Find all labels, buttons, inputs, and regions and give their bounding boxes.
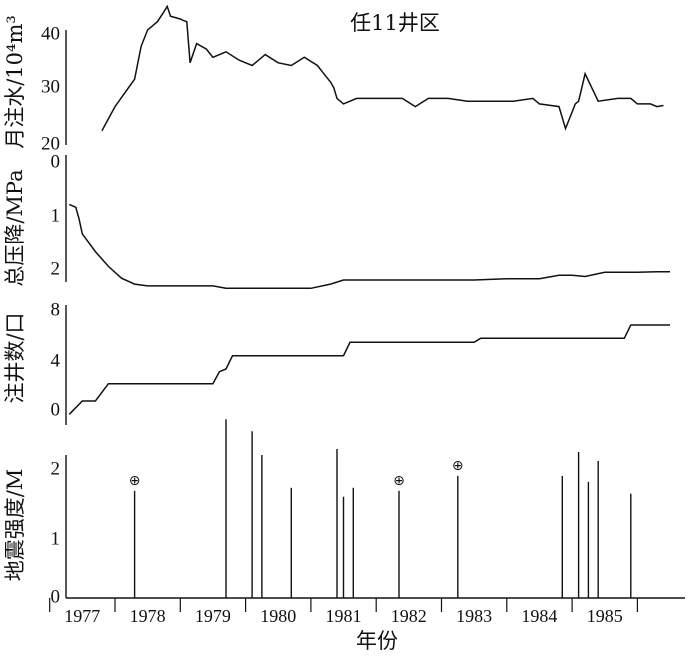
x-tick-1979: 1979 <box>195 606 231 626</box>
x-tick-group: 1977 1978 1979 1980 1981 1982 1983 1984 1985 <box>64 606 622 626</box>
pressure-tick-1: 1 <box>51 205 61 226</box>
earthquake-tick-0: 0 <box>51 586 61 607</box>
panel-pressure-drop: 0 1 2 <box>51 151 67 282</box>
earthquake-marker-9: ⊕ <box>393 473 405 489</box>
earthquake-marker-10: ⊕ <box>452 458 464 474</box>
well-tick-0: 0 <box>51 399 61 420</box>
earthquake-marker-1: ⊕ <box>129 473 141 489</box>
well-tick-8: 8 <box>51 299 61 320</box>
injection-well-count-line <box>68 324 670 415</box>
earthquake-tick-2: 2 <box>51 458 61 479</box>
injection-axis-label: 月注水/10⁴m³ <box>3 15 27 149</box>
pressure-drop-line <box>68 203 670 290</box>
x-tick-1982: 1982 <box>391 606 427 626</box>
panel-well-count: 0 4 8 <box>51 299 67 425</box>
pressure-tick-2: 2 <box>51 258 61 279</box>
chart-title: 任11井区 <box>350 11 440 35</box>
injection-tick-20: 20 <box>41 133 60 154</box>
pressure-drop-axis-label: 总压降/MPa <box>3 169 27 286</box>
injection-tick-40: 40 <box>41 23 60 44</box>
x-tick-1985: 1985 <box>587 606 623 626</box>
chart-marks: ⊕ ⊕ ⊕ <box>49 4 670 612</box>
x-tick-1981: 1981 <box>326 606 362 626</box>
earthquake-tick-1: 1 <box>51 528 61 549</box>
x-tick-1978: 1978 <box>130 606 166 626</box>
injection-tick-30: 30 <box>41 76 60 97</box>
injection-volume-line <box>101 4 664 132</box>
pressure-tick-0: 0 <box>51 151 61 172</box>
x-tick-1977: 1977 <box>64 606 100 626</box>
panel-earthquake: 0 1 2 <box>51 455 685 607</box>
well-tick-4: 4 <box>51 350 61 371</box>
panel-injection: 20 30 40 <box>41 23 67 154</box>
x-axis-label: 年份 <box>356 629 398 653</box>
x-tick-1984: 1984 <box>521 606 557 626</box>
x-tick-1980: 1980 <box>260 606 296 626</box>
well-count-axis-label: 注井数/口 <box>3 312 27 403</box>
earthquake-axis-label: 地震强度/M <box>3 469 27 582</box>
x-tick-1983: 1983 <box>456 606 492 626</box>
